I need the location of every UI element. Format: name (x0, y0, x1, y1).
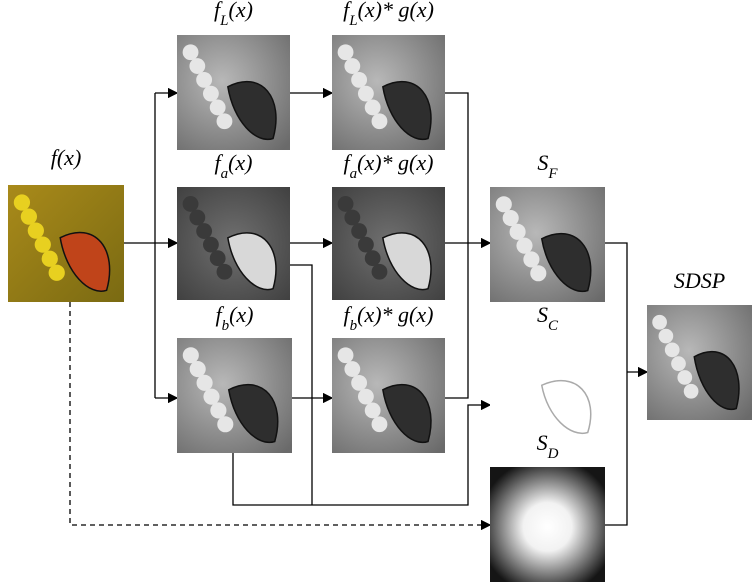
flower (503, 210, 519, 226)
flower (49, 265, 65, 281)
flower (523, 251, 539, 267)
flower (530, 265, 546, 281)
label-part: S (537, 302, 548, 327)
flower (217, 416, 233, 432)
image-panel (490, 187, 605, 302)
label-part: a (221, 166, 229, 182)
label-part: f(x) (51, 145, 82, 170)
node-label: fb(x) (215, 302, 253, 334)
label-part: D (547, 446, 559, 462)
node-label: SDSP (674, 268, 725, 293)
node-label: fL(x)* g(x) (343, 0, 434, 29)
flower (365, 100, 381, 116)
label-part: S (537, 150, 548, 175)
flower (189, 58, 205, 74)
node-label: SC (537, 302, 559, 334)
label-part: S (537, 430, 548, 455)
label-part: (x) (229, 302, 253, 327)
flower (510, 224, 526, 240)
flower (677, 370, 692, 385)
flower (351, 375, 367, 391)
image-panel (332, 35, 445, 150)
image-panel (177, 338, 292, 453)
image-panel (177, 35, 290, 150)
flower (372, 264, 388, 280)
flower (183, 347, 199, 363)
image-panel (332, 187, 445, 300)
image (490, 338, 605, 443)
flower (217, 264, 233, 280)
flower (659, 329, 674, 344)
node-label: fa(x)* g(x) (344, 150, 434, 182)
image-panel (490, 338, 605, 443)
flower (183, 44, 199, 60)
flower (196, 223, 212, 239)
flower (365, 403, 381, 419)
flower (344, 361, 360, 377)
flower (351, 223, 367, 239)
image-panel (8, 185, 124, 302)
label-part: (x)* g(x) (357, 150, 433, 175)
flower (42, 251, 58, 267)
flower (358, 237, 374, 253)
node-label: f(x) (51, 145, 82, 170)
image-panel (490, 467, 605, 582)
node-label: fb(x)* g(x) (344, 302, 434, 334)
flower (189, 210, 205, 226)
node-label: fL(x) (214, 0, 253, 29)
flower (203, 86, 219, 102)
flower (197, 375, 213, 391)
flower (217, 113, 233, 129)
flower (496, 196, 512, 212)
flower (338, 347, 354, 363)
label-part: (x) (229, 0, 253, 22)
flower (183, 196, 199, 212)
flower (344, 210, 360, 226)
label-part: (x)* g(x) (357, 302, 433, 327)
flower (684, 384, 699, 399)
flower (190, 361, 206, 377)
flower (344, 58, 360, 74)
diagram: f(x) fL(x) fa(x) fb(x) fL(x)* g(x) fa(x)* g(x… (0, 0, 753, 584)
flower (14, 194, 30, 210)
flower (203, 389, 219, 405)
image-panel (332, 338, 445, 453)
flower (365, 250, 381, 266)
label-part: (x)* g(x) (358, 0, 434, 22)
image-panel (647, 305, 752, 420)
label-part: L (348, 13, 357, 29)
image-panel (177, 187, 290, 300)
node-label: SF (537, 150, 558, 182)
flower (338, 196, 354, 212)
flower (210, 402, 226, 418)
image (490, 467, 605, 582)
flower (210, 250, 226, 266)
flower (652, 315, 667, 330)
flower (338, 44, 354, 60)
flower (210, 100, 226, 116)
flower (35, 237, 51, 253)
label-part: a (350, 166, 358, 182)
flower (671, 356, 686, 371)
flower (351, 72, 367, 88)
label-part: L (219, 13, 228, 29)
node-label: fa(x) (214, 150, 252, 182)
flower (28, 223, 44, 239)
flower (516, 238, 532, 254)
label-part: SDSP (674, 268, 725, 293)
label-part: F (547, 166, 558, 182)
flower (372, 113, 388, 129)
flower (372, 416, 388, 432)
label-part: (x) (228, 150, 252, 175)
flower (21, 208, 37, 224)
flower (358, 389, 374, 405)
flower (358, 86, 374, 102)
label-part: C (548, 318, 559, 334)
flower (203, 237, 219, 253)
flower (665, 343, 680, 358)
flower (196, 72, 212, 88)
